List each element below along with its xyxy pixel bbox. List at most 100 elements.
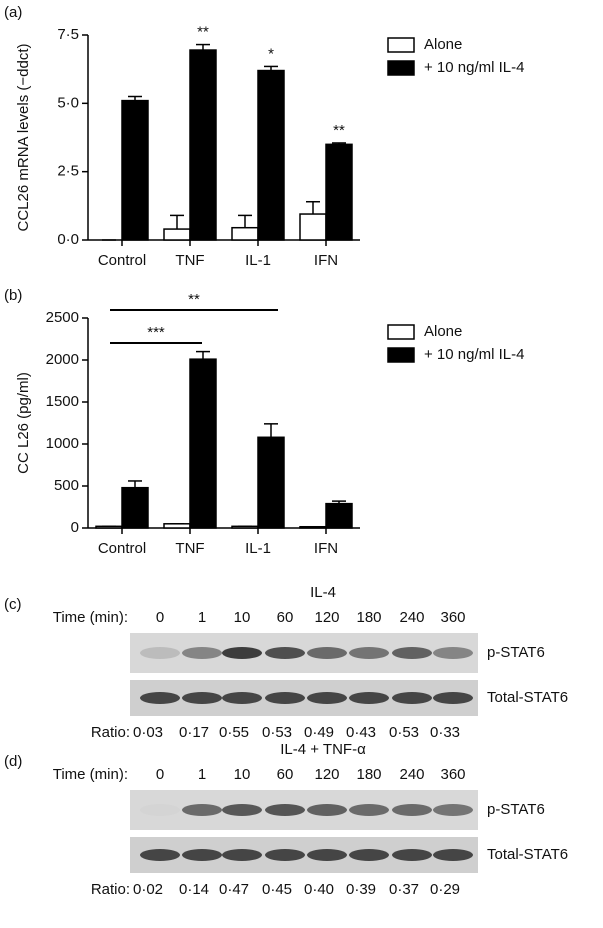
x-tick-label: TNF <box>175 540 204 557</box>
ratio-label: Ratio: <box>91 881 130 898</box>
y-tick-label: 1000 <box>46 435 79 452</box>
blot-band <box>307 647 347 659</box>
row-label: p-STAT6 <box>487 801 545 818</box>
time-label: Time (min): <box>53 609 128 626</box>
blot-band <box>392 804 432 816</box>
time-value: 360 <box>440 609 465 626</box>
bar <box>258 71 284 240</box>
ratio-value: 0·37 <box>389 881 419 898</box>
blot-band <box>140 647 180 659</box>
ratio-value: 0·53 <box>389 724 419 741</box>
ratio-label: Ratio: <box>91 724 130 741</box>
blot-band <box>433 647 473 659</box>
bar <box>122 101 148 240</box>
x-tick-label: IFN <box>314 252 338 269</box>
time-value: 60 <box>277 766 294 783</box>
time-value: 360 <box>440 766 465 783</box>
bar <box>326 504 352 528</box>
ratio-value: 0·14 <box>179 881 209 898</box>
legend-label: + 10 ng/ml IL-4 <box>424 346 524 363</box>
blot-band <box>349 804 389 816</box>
y-axis-label: CC L26 (pg/ml) <box>15 372 32 474</box>
blot-band <box>433 804 473 816</box>
x-tick-label: TNF <box>175 252 204 269</box>
y-tick-label: 0·0 <box>57 231 79 248</box>
ratio-value: 0·40 <box>304 881 334 898</box>
y-tick-label: 500 <box>54 477 79 494</box>
panel-label: (d) <box>4 753 22 770</box>
blot-band <box>222 647 262 659</box>
ratio-value: 0·49 <box>304 724 334 741</box>
y-tick-label: 1500 <box>46 393 79 410</box>
y-tick-label: 5·0 <box>57 94 79 111</box>
blot-band <box>392 647 432 659</box>
blot-band <box>392 849 432 861</box>
significance: ** <box>188 291 200 308</box>
y-tick-label: 2·5 <box>57 163 79 180</box>
y-tick-label: 7·5 <box>57 26 79 43</box>
blot-title: IL-4 <box>310 584 336 601</box>
x-tick-label: IL-1 <box>245 540 271 557</box>
ratio-value: 0·33 <box>430 724 460 741</box>
legend-swatch <box>388 325 414 339</box>
time-value: 1 <box>198 766 206 783</box>
blot-band <box>182 849 222 861</box>
time-value: 240 <box>399 609 424 626</box>
blot-band <box>222 804 262 816</box>
significance: * <box>268 45 274 62</box>
time-value: 120 <box>314 766 339 783</box>
blot-band <box>265 692 305 704</box>
ratio-value: 0·02 <box>133 881 163 898</box>
blot-band <box>265 849 305 861</box>
figure: (a) CCL26 mRNA levels (−ddct) 0·0 2·5 5·0 7·5… <box>0 0 603 928</box>
blot-band <box>222 692 262 704</box>
panel-label: (c) <box>4 596 22 613</box>
bar <box>164 229 190 240</box>
bar <box>326 144 352 240</box>
y-axis-label: CCL26 mRNA levels (−ddct) <box>15 44 32 232</box>
ratio-value: 0·39 <box>346 881 376 898</box>
x-tick-label: Control <box>98 252 146 269</box>
time-label: Time (min): <box>53 766 128 783</box>
bar <box>300 214 326 240</box>
bar <box>190 359 216 528</box>
row-label: Total-STAT6 <box>487 689 568 706</box>
ratio-value: 0·03 <box>133 724 163 741</box>
time-value: 10 <box>234 609 251 626</box>
ratio-value: 0·17 <box>179 724 209 741</box>
legend-label: + 10 ng/ml IL-4 <box>424 59 524 76</box>
ratio-value: 0·29 <box>430 881 460 898</box>
blot-band <box>307 692 347 704</box>
blot-title: IL-4 + TNF-α <box>280 741 366 758</box>
panel-label: (b) <box>4 287 22 304</box>
x-tick-label: IFN <box>314 540 338 557</box>
bar <box>232 228 258 240</box>
legend-label: Alone <box>424 323 462 340</box>
time-value: 120 <box>314 609 339 626</box>
blot-band <box>140 804 180 816</box>
ratio-value: 0·43 <box>346 724 376 741</box>
row-label: Total-STAT6 <box>487 846 568 863</box>
ratio-value: 0·47 <box>219 881 249 898</box>
time-value: 180 <box>356 766 381 783</box>
ratio-value: 0·53 <box>262 724 292 741</box>
y-tick-label: 2500 <box>46 309 79 326</box>
panel-label: (a) <box>4 4 22 21</box>
bar <box>300 527 326 528</box>
legend-swatch <box>388 348 414 362</box>
time-value: 0 <box>156 609 164 626</box>
x-tick-label: IL-1 <box>245 252 271 269</box>
bar <box>122 488 148 528</box>
bar <box>258 437 284 528</box>
blot-band <box>140 692 180 704</box>
ratio-value: 0·55 <box>219 724 249 741</box>
blot-band <box>349 849 389 861</box>
blot-band <box>182 692 222 704</box>
significance: ** <box>333 122 345 139</box>
blot-band <box>433 692 473 704</box>
time-value: 10 <box>234 766 251 783</box>
blot-band <box>307 849 347 861</box>
ratio-value: 0·45 <box>262 881 292 898</box>
legend-swatch <box>388 38 414 52</box>
time-value: 60 <box>277 609 294 626</box>
